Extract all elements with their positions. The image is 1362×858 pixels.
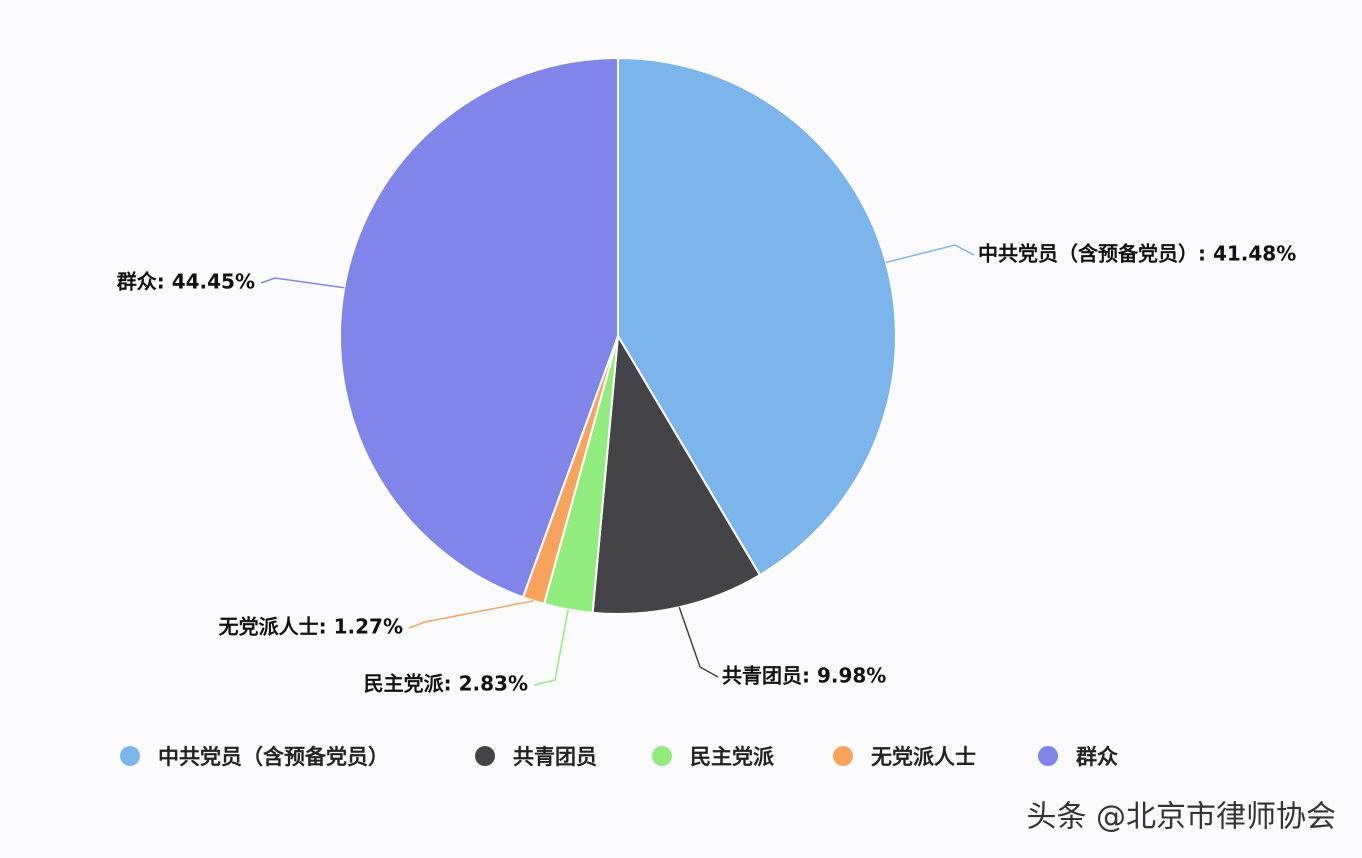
pie-slice <box>591 332 762 615</box>
data-label: 群众: 44.45% <box>116 270 255 294</box>
data-label: 共青团员: 9.98% <box>722 664 886 688</box>
watermark: 头条 @北京市律师协会 <box>1026 800 1336 835</box>
legend-label: 民主党派 <box>690 745 775 769</box>
legend-marker <box>475 746 495 766</box>
leader-line <box>678 606 719 678</box>
legend-marker <box>833 746 853 766</box>
legend-label: 群众 <box>1076 745 1118 769</box>
leader-line <box>260 277 345 289</box>
legend-label: 中共党员（含预备党员） <box>158 745 389 769</box>
data-label: 中共党员（含预备党员）: 41.48% <box>978 242 1296 266</box>
legend-marker <box>1038 746 1058 766</box>
data-label: 民主党派: 2.83% <box>364 672 528 696</box>
leader-line <box>408 600 534 629</box>
legend-label: 共青团员 <box>513 745 597 769</box>
pie-slice <box>617 56 897 577</box>
legend-label: 无党派人士 <box>871 745 976 769</box>
leader-line <box>533 609 569 686</box>
legend-marker <box>652 746 672 766</box>
data-label: 无党派人士: 1.27% <box>219 615 403 639</box>
leader-line <box>885 244 975 264</box>
pie-slice <box>339 56 619 599</box>
legend-marker <box>120 746 140 766</box>
